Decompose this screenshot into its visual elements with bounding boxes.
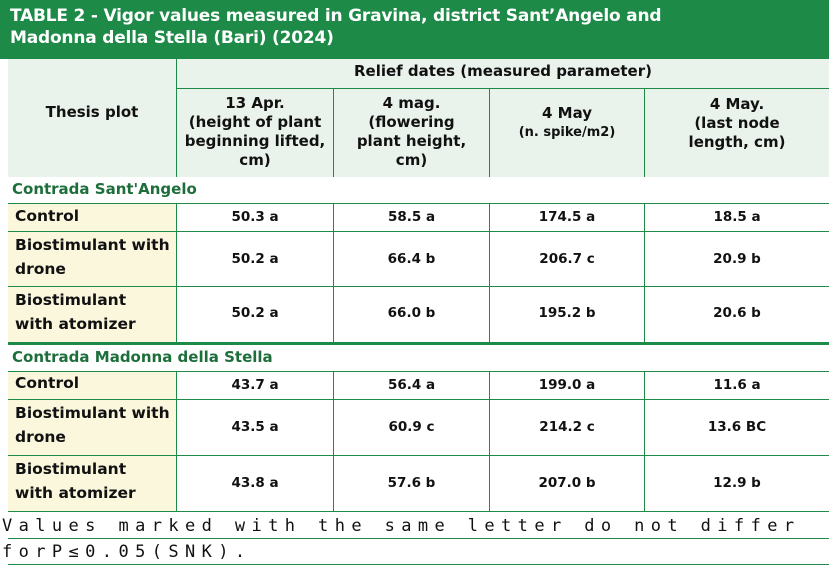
row-label: with atomizer (15, 484, 136, 502)
row-divider (8, 286, 829, 287)
row-label: Control (15, 207, 80, 225)
header-col-3: 4 May (n. spike/m2) (518, 104, 616, 140)
row-label-cell: Biostimulant with drone (8, 232, 176, 286)
row-divider (8, 399, 829, 400)
table-title: TABLE 2 - Vigor values measured in Gravi… (10, 6, 662, 48)
footnote-bottom-line (8, 564, 829, 565)
table-cell: 56.4 a (387, 377, 436, 393)
table-cell: 206.7 c (539, 251, 595, 267)
row-label: Biostimulant with (15, 236, 170, 254)
row-divider (8, 455, 829, 456)
row-divider (8, 371, 829, 372)
table-cell: 174.5 a (538, 209, 596, 225)
body-vline (333, 203, 334, 342)
section-divider (8, 342, 829, 345)
table-cell: 66.4 b (387, 251, 436, 267)
header-thesis-plot: Thesis plot (45, 103, 139, 121)
row-divider (8, 231, 829, 232)
body-vline (333, 371, 334, 511)
table-cell: 18.5 a (713, 209, 761, 225)
table-cell: 43.8 a (231, 475, 279, 491)
table-cell: 20.6 b (713, 305, 761, 321)
body-vline (176, 203, 177, 342)
table-cell: 207.0 b (538, 475, 596, 491)
table-cell: 50.3 a (231, 209, 279, 225)
row-label: with atomizer (15, 315, 136, 333)
table-cell: 20.9 b (713, 251, 761, 267)
table-cell: 43.7 a (231, 377, 279, 393)
table-cell: 13.6 BC (707, 419, 767, 435)
header-vline-3 (489, 88, 490, 177)
table-cell: 60.9 c (388, 419, 435, 435)
table-cell: 12.9 b (713, 475, 761, 491)
table-cell: 214.2 c (539, 419, 595, 435)
table-cell: 57.6 b (387, 475, 436, 491)
row-label: Control (15, 374, 80, 392)
table-cell: 195.2 b (538, 305, 596, 321)
row-label-cell: Control (8, 204, 176, 231)
table-cell: 58.5 a (387, 209, 436, 225)
body-vline (489, 371, 490, 511)
header-vline-2 (333, 88, 334, 177)
footnote-line-1: Values marked with the same letter do no… (2, 516, 801, 536)
row-label: Biostimulant with (15, 404, 170, 422)
header-col-2: 4 mag. (flowering plant height, cm) (356, 94, 467, 169)
section-title-madonna-della-stella: Contrada Madonna della Stella (12, 348, 273, 366)
table-title-bar: TABLE 2 - Vigor values measured in Gravi… (0, 0, 829, 59)
body-vline (644, 371, 645, 511)
row-label: Biostimulant (15, 460, 127, 478)
row-label: drone (15, 260, 66, 278)
header-vline-4 (644, 88, 645, 177)
body-vline (489, 203, 490, 342)
row-label: Biostimulant (15, 291, 127, 309)
header-relief-dates: Relief dates (measured parameter) (354, 62, 652, 80)
table-cell: 199.0 a (538, 377, 596, 393)
body-vline (644, 203, 645, 342)
header-divider (177, 88, 829, 89)
row-divider (8, 511, 829, 512)
section-title-sant-angelo: Contrada Sant'Angelo (12, 180, 197, 198)
header-vline-1 (176, 59, 177, 177)
row-divider (8, 203, 829, 204)
table-cell: 43.5 a (231, 419, 279, 435)
row-label-cell: Biostimulant with drone (8, 400, 176, 455)
footnote-line-2: forP≤0.05(SNK). (2, 542, 252, 562)
body-vline (176, 371, 177, 511)
row-label: drone (15, 428, 66, 446)
table-header (8, 59, 829, 177)
header-col-1: 13 Apr. (height of plant beginning lifte… (184, 94, 326, 169)
table-cell: 11.6 a (713, 377, 761, 393)
table-cell: 66.0 b (387, 305, 436, 321)
row-label-cell: Biostimulant with atomizer (8, 287, 176, 342)
footnote-divider (8, 538, 829, 539)
header-col-4: 4 May. (last node length, cm) (688, 95, 786, 151)
row-label-cell: Biostimulant with atomizer (8, 456, 176, 511)
table-cell: 50.2 a (231, 251, 279, 267)
row-label-cell: Control (8, 372, 176, 399)
table-cell: 50.2 a (231, 305, 279, 321)
